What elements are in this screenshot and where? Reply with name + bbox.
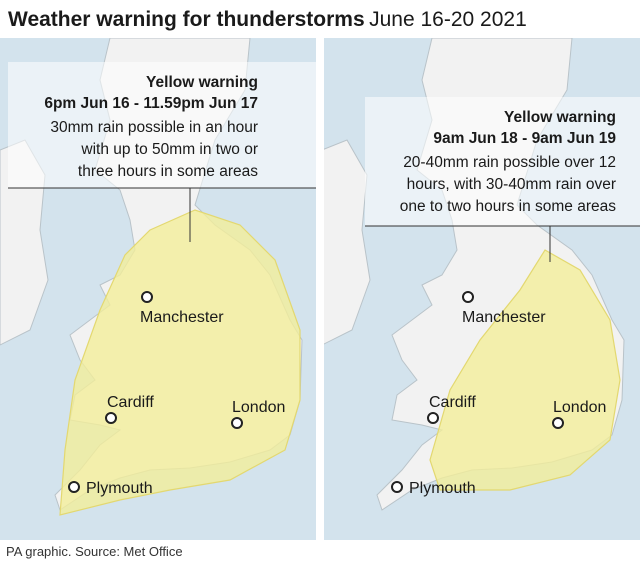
warning-area (429, 249, 621, 491)
warning-level: Yellow warning (504, 109, 616, 126)
description: one to two hours in some areas (400, 198, 617, 215)
city-label: London (553, 399, 606, 416)
map-panel: Yellow warning 6pm Jun 16 - 11.59pm Jun … (0, 38, 316, 540)
city-label: Manchester (140, 309, 224, 326)
description: three hours in some areas (78, 163, 258, 180)
city-label: Plymouth (86, 480, 153, 497)
description: with up to 50mm in two or (80, 141, 258, 158)
city-label: Cardiff (107, 394, 154, 411)
city-label: Cardiff (429, 394, 476, 411)
description: hours, with 30-40mm rain over (407, 176, 616, 193)
warning-period: 9am Jun 18 - 9am Jun 19 (433, 130, 616, 147)
city-label: Plymouth (409, 480, 476, 497)
city-label: London (232, 399, 285, 416)
title: Weather warning for thunderstorms June 1… (8, 8, 527, 31)
source: PA graphic. Source: Met Office (6, 544, 183, 559)
city-label: Manchester (462, 309, 546, 326)
warning-area (59, 209, 301, 516)
warning-level: Yellow warning (146, 74, 258, 91)
map-panel: Yellow warning 9am Jun 18 - 9am Jun 19 2… (324, 38, 640, 540)
description: 30mm rain possible in an hour (50, 119, 258, 136)
warning-period: 6pm Jun 16 - 11.59pm Jun 17 (44, 95, 258, 112)
description: 20-40mm rain possible over 12 (403, 154, 616, 171)
